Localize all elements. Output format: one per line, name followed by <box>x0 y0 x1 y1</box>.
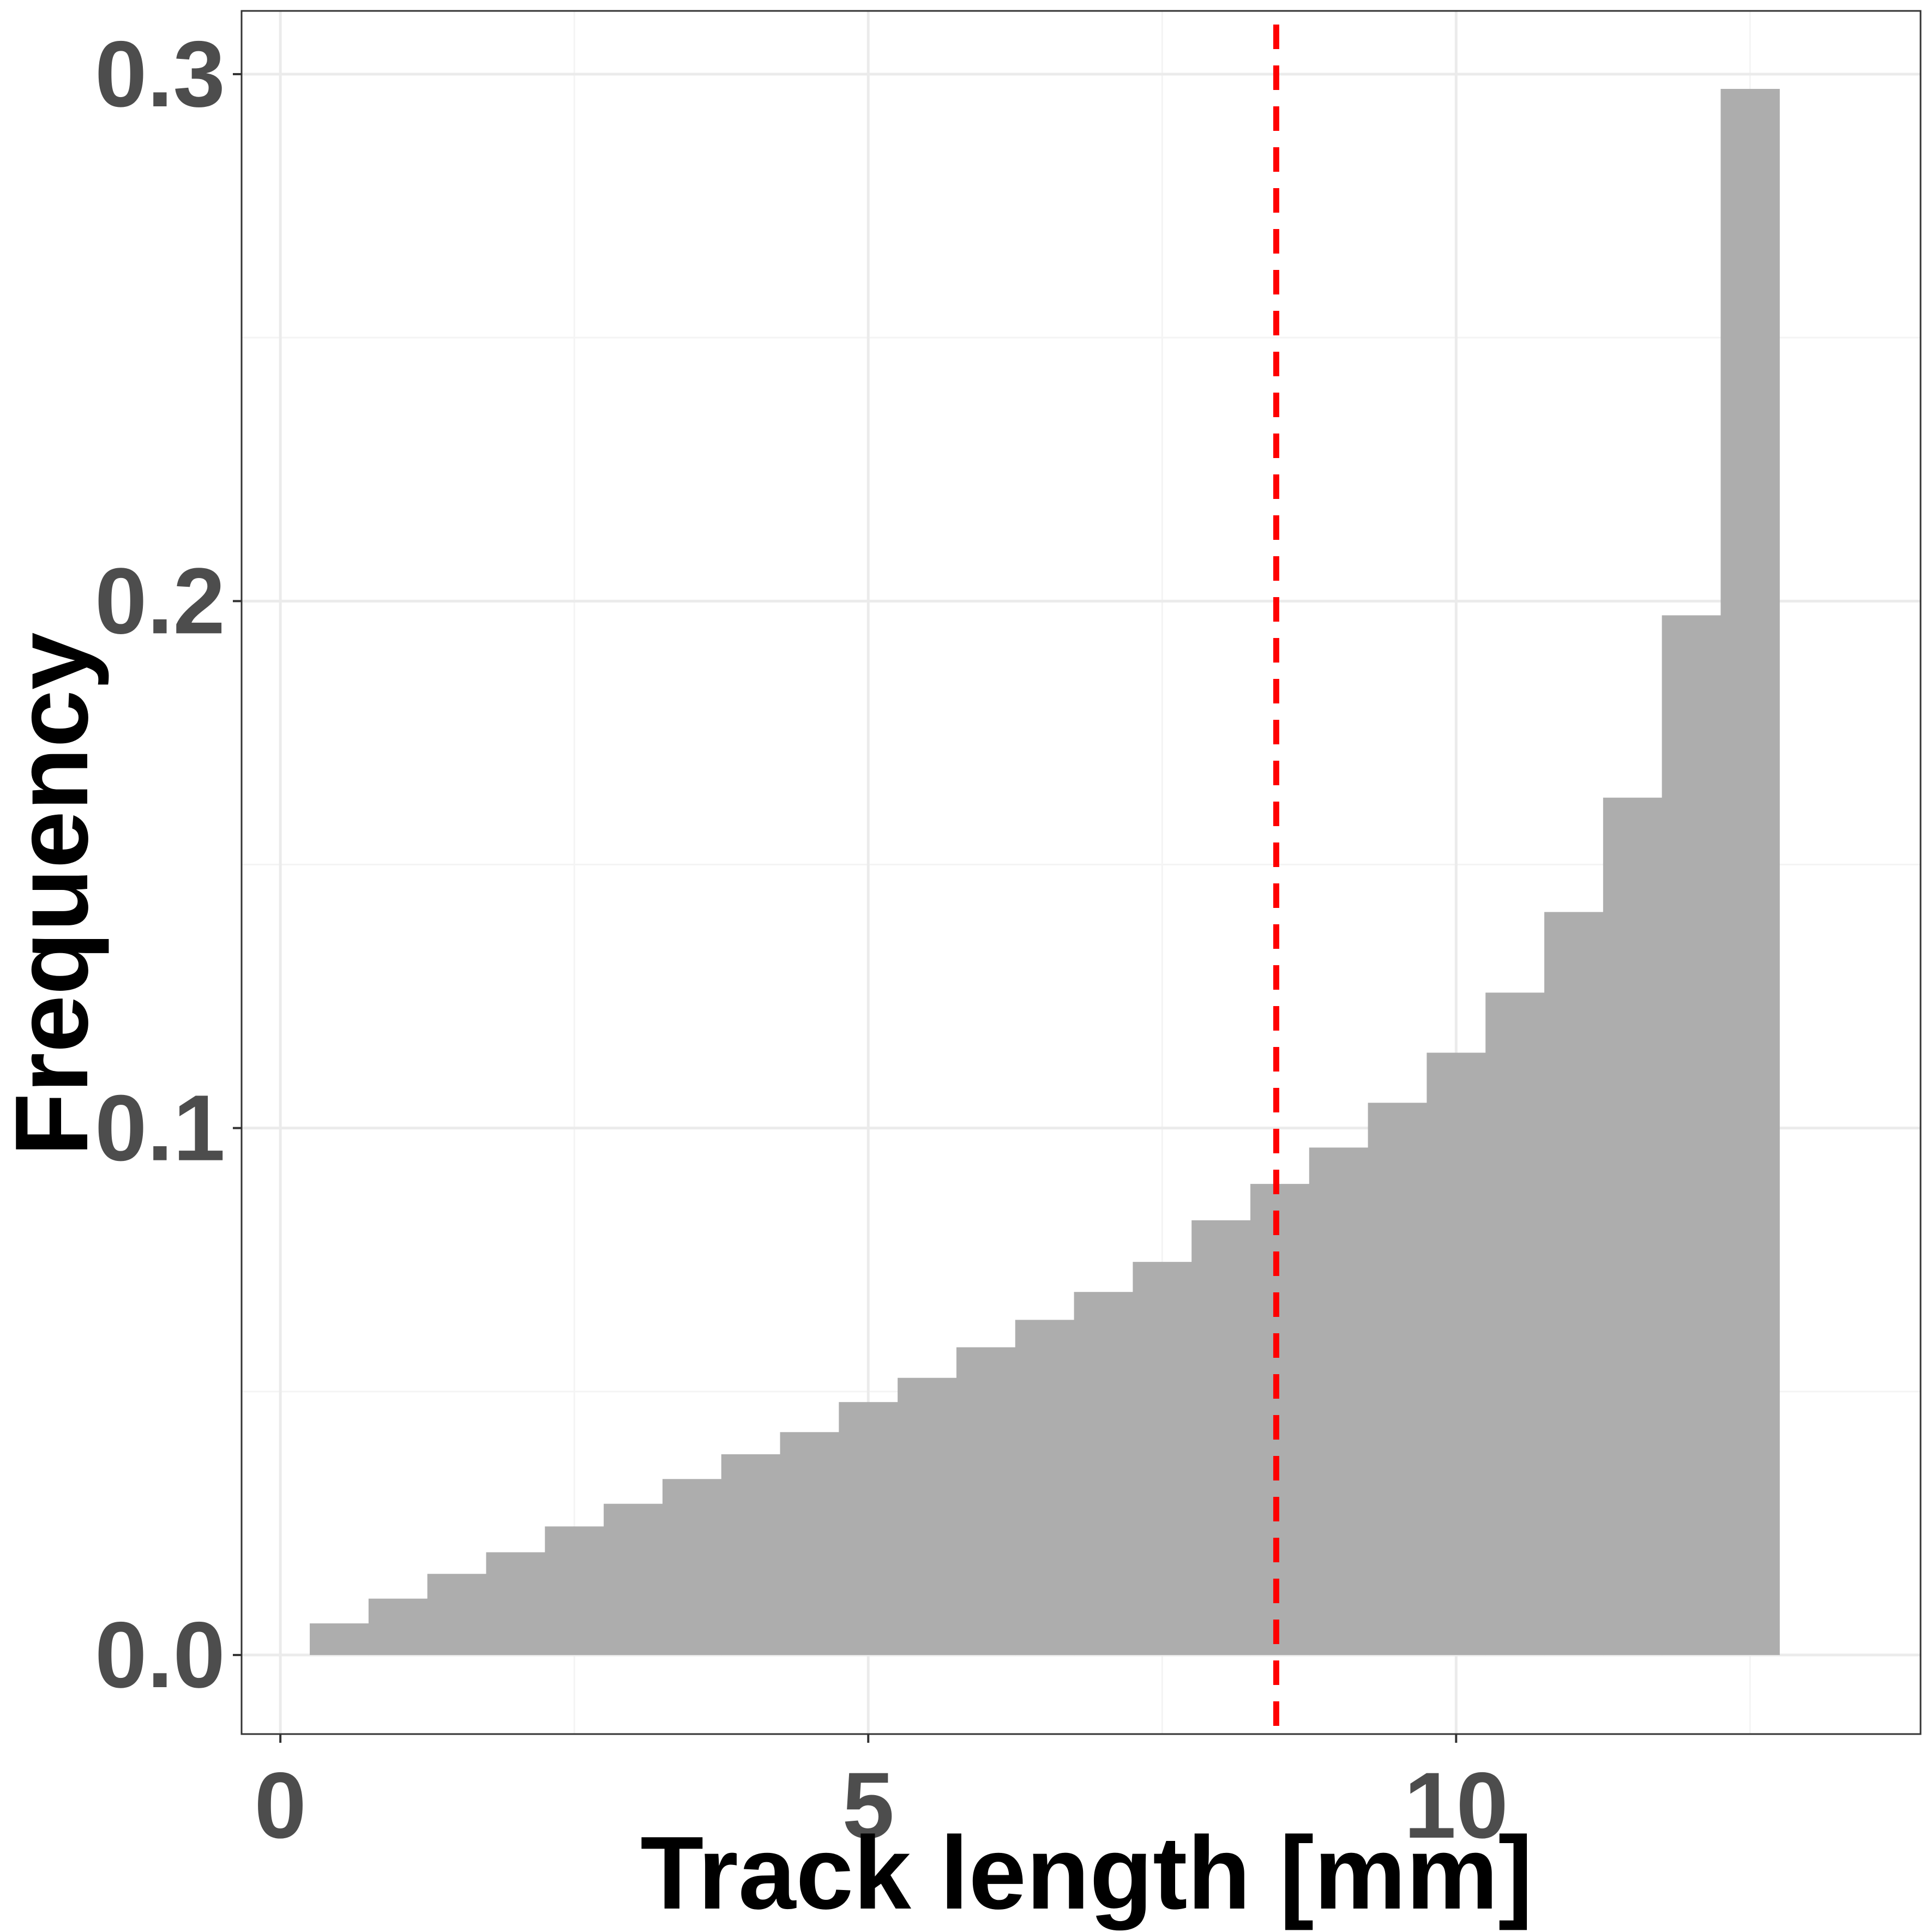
x-axis-ticks: 0 5 10 <box>254 1734 1508 1858</box>
histogram-bar <box>662 1479 722 1656</box>
y-tick-label: 0.0 <box>95 1603 225 1707</box>
x-tick-label: 0 <box>254 1753 306 1858</box>
x-tick-label: 10 <box>1404 1753 1508 1858</box>
histogram-bar <box>956 1347 1016 1656</box>
histogram-bars <box>310 89 1780 1656</box>
histogram-bar <box>898 1377 957 1656</box>
histogram-bar <box>1191 1220 1251 1656</box>
histogram-bar <box>1015 1320 1075 1656</box>
histogram-bar <box>427 1574 487 1656</box>
histogram-bar <box>368 1598 428 1656</box>
histogram-bar <box>1368 1103 1428 1656</box>
histogram-bar <box>604 1503 663 1656</box>
histogram-bar <box>1133 1262 1192 1656</box>
histogram-bar <box>545 1526 604 1656</box>
y-tick-label: 0.1 <box>95 1076 225 1181</box>
y-axis-ticks: 0.0 0.1 0.2 0.3 <box>95 22 242 1707</box>
histogram-bar <box>1603 797 1663 1656</box>
y-tick-label: 0.2 <box>95 549 225 653</box>
histogram-bar <box>780 1432 839 1656</box>
histogram-bar <box>1309 1147 1369 1656</box>
y-axis-title: Frequency <box>0 633 110 1157</box>
x-axis-title: Track length [mm] <box>640 1815 1532 1931</box>
y-tick-label: 0.3 <box>95 22 225 127</box>
histogram-bar <box>1250 1184 1310 1656</box>
histogram-bar <box>839 1402 898 1656</box>
histogram-bar <box>1074 1292 1133 1656</box>
histogram-bar <box>486 1552 545 1656</box>
plot-panel-border <box>240 10 1922 1735</box>
x-tick-label: 5 <box>842 1753 894 1858</box>
histogram-bar <box>1485 992 1545 1656</box>
histogram-bar <box>1662 615 1722 1656</box>
histogram-bar <box>310 1623 369 1656</box>
histogram-bar <box>1720 89 1780 1656</box>
histogram-bar <box>721 1454 781 1656</box>
histogram-bar <box>1544 912 1604 1656</box>
histogram-bar <box>1427 1052 1486 1656</box>
